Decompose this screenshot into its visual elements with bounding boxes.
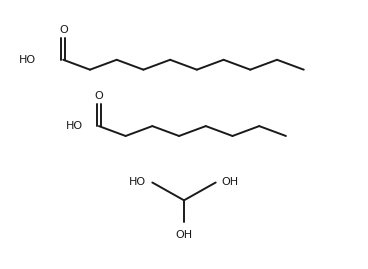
Text: HO: HO — [66, 121, 83, 131]
Text: HO: HO — [18, 55, 36, 65]
Text: OH: OH — [176, 230, 192, 240]
Text: O: O — [59, 25, 68, 35]
Text: OH: OH — [222, 178, 239, 187]
Text: O: O — [95, 91, 103, 101]
Text: HO: HO — [129, 178, 146, 187]
